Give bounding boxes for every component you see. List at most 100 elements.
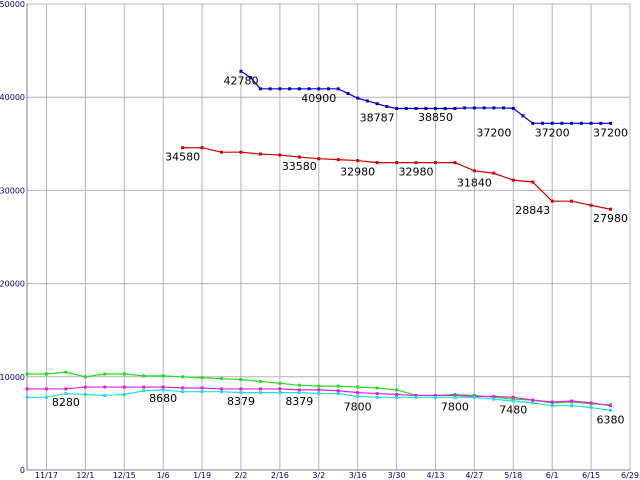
data-point: [385, 105, 389, 109]
data-point: [122, 372, 126, 376]
data-label: 27980: [593, 212, 628, 225]
data-point: [25, 372, 29, 376]
data-point: [356, 96, 360, 100]
data-point: [492, 397, 496, 401]
data-point: [492, 106, 496, 110]
data-label: 32980: [399, 166, 434, 179]
x-tick-label: 4/13: [426, 471, 444, 480]
data-point: [453, 107, 457, 111]
data-point: [550, 121, 554, 125]
data-point: [375, 102, 379, 106]
y-tick-label: 40000: [0, 93, 25, 102]
data-point: [570, 399, 574, 403]
data-point: [453, 393, 457, 397]
data-label: 38787: [360, 112, 395, 125]
data-point: [181, 375, 185, 379]
data-point: [540, 121, 544, 125]
data-point: [570, 121, 574, 125]
data-point: [103, 372, 107, 376]
data-label: 37200: [593, 126, 628, 139]
x-tick-label: 6/29: [621, 471, 639, 480]
data-point: [64, 387, 68, 391]
data-point: [83, 375, 87, 379]
data-point: [579, 121, 583, 125]
x-tick-label: 4/27: [465, 471, 483, 480]
data-label: 7800: [344, 400, 372, 413]
data-point: [463, 106, 467, 110]
data-point: [142, 374, 146, 378]
data-label: 31840: [457, 176, 492, 189]
data-point: [433, 107, 437, 111]
data-label: 32980: [340, 166, 375, 179]
data-point: [317, 157, 321, 161]
data-point: [181, 146, 185, 150]
data-point: [220, 377, 224, 381]
data-labels: 42780 40900 38787 38850 37200 37200 37200 34580…: [52, 74, 628, 426]
data-point: [609, 121, 613, 125]
x-tick-label: 6/1: [546, 471, 559, 480]
y-tick-label: 50000: [0, 0, 25, 9]
y-tick-label: 20000: [0, 280, 25, 289]
data-point: [239, 378, 243, 382]
data-point: [278, 387, 282, 391]
data-label: 40900: [301, 92, 336, 105]
data-point: [297, 391, 301, 395]
data-point: [395, 107, 399, 111]
data-point: [258, 379, 262, 383]
data-label: 33580: [282, 160, 317, 173]
data-point: [502, 106, 506, 110]
data-point: [356, 159, 360, 163]
data-point: [317, 392, 321, 396]
data-point: [103, 385, 107, 389]
data-point: [297, 383, 301, 387]
data-label: 37200: [476, 126, 511, 139]
data-point: [560, 121, 564, 125]
data-point: [181, 390, 185, 394]
data-point: [395, 161, 399, 165]
data-point: [375, 161, 379, 165]
data-point: [482, 106, 486, 110]
data-label: 8379: [227, 395, 255, 408]
chart-grid: [26, 3, 631, 471]
data-point: [356, 391, 360, 395]
data-point: [307, 87, 311, 91]
x-tick-label: 12/1: [76, 471, 94, 480]
data-label: 8280: [52, 396, 80, 409]
data-point: [492, 394, 496, 398]
data-label: 38850: [418, 111, 453, 124]
data-point: [453, 395, 457, 399]
x-tick-label: 11/17: [35, 471, 58, 480]
data-point: [258, 87, 262, 91]
data-point: [161, 374, 165, 378]
data-point: [297, 87, 301, 91]
data-point: [258, 152, 262, 156]
data-point: [44, 395, 48, 399]
data-point: [511, 399, 515, 403]
data-point: [181, 386, 185, 390]
data-point: [297, 388, 301, 392]
data-point: [531, 398, 535, 402]
data-point: [395, 393, 399, 397]
data-point: [433, 393, 437, 397]
data-point: [239, 69, 243, 73]
x-tick-label: 2/16: [271, 471, 289, 480]
data-point: [375, 392, 379, 396]
data-point: [375, 395, 379, 399]
data-point: [220, 387, 224, 391]
data-point: [433, 395, 437, 399]
data-point: [365, 99, 369, 103]
data-point: [356, 394, 360, 398]
data-label: 8379: [285, 395, 313, 408]
data-point: [472, 395, 476, 399]
data-point: [44, 387, 48, 391]
data-point: [278, 87, 282, 91]
data-point: [258, 387, 262, 391]
data-label: 6380: [597, 414, 625, 427]
data-point: [239, 387, 243, 391]
data-point: [395, 395, 399, 399]
data-point: [317, 388, 321, 392]
data-point: [64, 392, 68, 396]
series-lines: [25, 69, 613, 412]
data-point: [122, 385, 126, 389]
x-tick-label: 1/19: [193, 471, 211, 480]
